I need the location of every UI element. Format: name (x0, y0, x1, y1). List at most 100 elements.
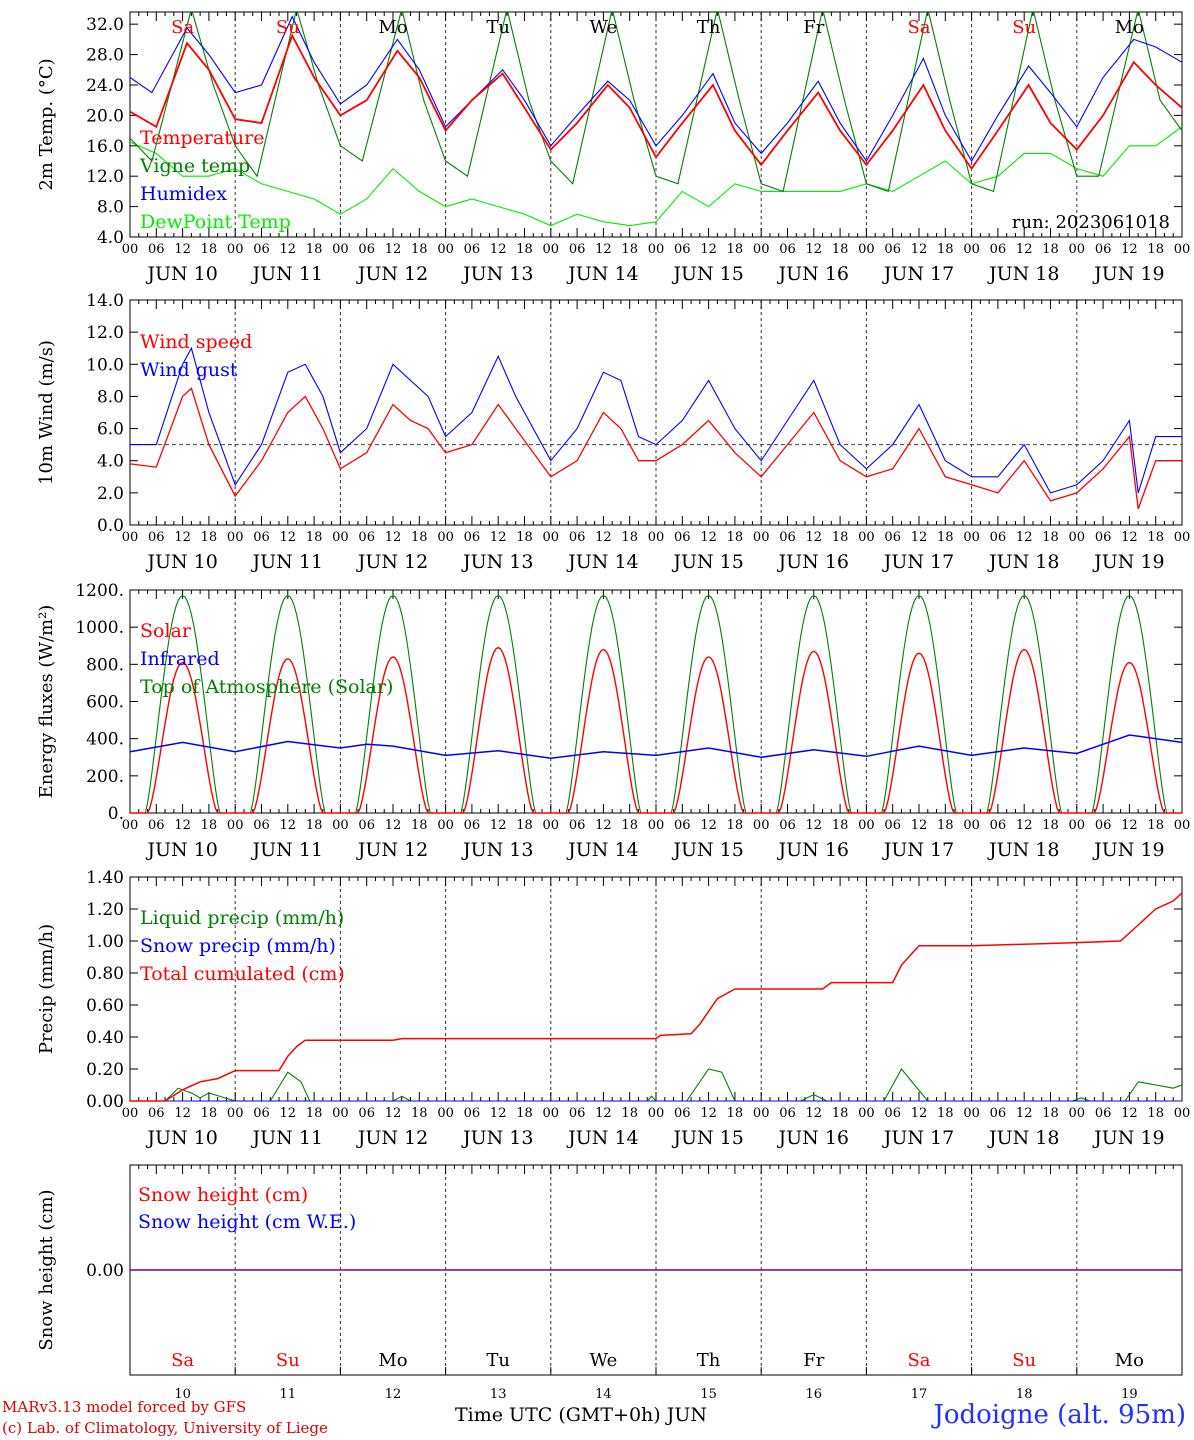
hour-tick-label: 18 (306, 530, 323, 545)
legend-entry: Solar (140, 620, 192, 642)
hour-tick-label: 18 (1042, 1106, 1059, 1121)
legend-entry: Vigne temp (139, 155, 250, 177)
series-total-cumulated (130, 892, 1183, 1102)
date-label: JUN 16 (777, 839, 849, 861)
hour-tick-label: 12 (700, 818, 717, 833)
date-label: JUN 15 (671, 1127, 743, 1149)
series-infrared (129, 734, 1183, 759)
date-label: JUN 18 (987, 551, 1059, 573)
hour-tick-label: 00 (753, 818, 770, 833)
y-tick-label: 200. (86, 767, 124, 787)
hour-tick-label: 00 (1069, 1106, 1086, 1121)
date-label: JUN 17 (882, 263, 954, 285)
date-label: JUN 13 (461, 263, 533, 285)
hour-tick-label: 06 (253, 818, 270, 833)
day-abbr-label: Su (1012, 17, 1036, 38)
panel-frame (129, 589, 1183, 814)
hour-tick-label: 12 (280, 1106, 297, 1121)
date-label: JUN 11 (251, 551, 323, 573)
legend-entry: Humidex (140, 183, 227, 205)
hour-tick-label: 12 (911, 1106, 928, 1121)
hour-tick-label: 00 (963, 530, 980, 545)
date-label: JUN 18 (987, 263, 1059, 285)
hour-tick-label: 18 (727, 242, 744, 257)
hour-tick-label: 12 (700, 242, 717, 257)
hour-tick-label: 00 (648, 242, 665, 257)
day-abbr-label: Fr (803, 1350, 824, 1371)
hour-tick-label: 12 (700, 1106, 717, 1121)
hour-tick-label: 00 (437, 1106, 454, 1121)
hour-tick-label: 18 (201, 242, 218, 257)
series-humidex (130, 15, 1182, 163)
y-tick-label: 8.0 (97, 198, 124, 218)
date-label: JUN 14 (566, 551, 638, 573)
hour-tick-label: 06 (990, 530, 1007, 545)
hour-tick-label: 18 (832, 530, 849, 545)
hour-tick-label: 00 (1069, 530, 1086, 545)
hour-tick-label: 18 (937, 242, 954, 257)
hour-tick-label: 06 (358, 530, 375, 545)
date-label: JUN 10 (145, 1127, 217, 1149)
date-label: JUN 12 (356, 1127, 428, 1149)
date-label: JUN 11 (251, 263, 323, 285)
day-number-label: 17 (911, 1387, 928, 1402)
hour-tick-label: 00 (1174, 818, 1191, 833)
legend-entry: Total cumulated (cm) (140, 963, 345, 985)
series-temperature (130, 33, 1182, 171)
hour-tick-label: 12 (1121, 1106, 1138, 1121)
hour-tick-label: 12 (700, 530, 717, 545)
day-abbr-label: We (590, 1350, 618, 1371)
hour-tick-label: 12 (174, 242, 191, 257)
y-tick-label: 4.0 (97, 452, 124, 472)
hour-tick-label: 00 (963, 242, 980, 257)
hour-tick-label: 18 (832, 1106, 849, 1121)
hour-tick-label: 00 (648, 530, 665, 545)
hour-tick-label: 18 (937, 530, 954, 545)
day-number-label: 11 (280, 1387, 297, 1402)
hour-tick-label: 12 (174, 1106, 191, 1121)
hour-tick-label: 18 (937, 1106, 954, 1121)
date-label: JUN 11 (251, 839, 323, 861)
hour-tick-label: 06 (990, 1106, 1007, 1121)
y-tick-label: 12.0 (86, 167, 124, 187)
y-tick-label: 0.60 (86, 996, 124, 1016)
hour-tick-label: 18 (516, 242, 533, 257)
hour-tick-label: 18 (1042, 818, 1059, 833)
hour-tick-label: 12 (595, 818, 612, 833)
hour-tick-label: 18 (937, 818, 954, 833)
hour-tick-label: 18 (1147, 1106, 1164, 1121)
hour-tick-label: 00 (963, 818, 980, 833)
hour-tick-label: 18 (1147, 818, 1164, 833)
y-tick-label: 1.00 (86, 932, 124, 952)
date-label: JUN 10 (145, 839, 217, 861)
hour-tick-label: 12 (806, 530, 823, 545)
day-abbr-label: Su (276, 1350, 300, 1371)
day-abbr-label: Su (276, 17, 300, 38)
hour-tick-label: 00 (437, 242, 454, 257)
hour-tick-label: 12 (385, 242, 402, 257)
hour-tick-label: 12 (280, 818, 297, 833)
hour-tick-label: 00 (1174, 1106, 1191, 1121)
hour-tick-label: 12 (1016, 1106, 1033, 1121)
y-tick-label: 1.20 (86, 900, 124, 920)
hour-tick-label: 06 (674, 242, 691, 257)
hour-tick-label: 12 (1121, 530, 1138, 545)
hour-tick-label: 00 (648, 818, 665, 833)
hour-tick-label: 18 (516, 530, 533, 545)
hour-tick-label: 12 (280, 530, 297, 545)
hour-tick-label: 12 (595, 530, 612, 545)
hour-tick-label: 18 (306, 242, 323, 257)
date-label: JUN 12 (356, 263, 428, 285)
y-tick-label: 0.00 (86, 1261, 124, 1281)
date-label: JUN 18 (987, 1127, 1059, 1149)
day-abbr-label: Sa (171, 17, 194, 38)
date-label: JUN 16 (777, 263, 849, 285)
series-vigne-temp (130, 12, 1182, 193)
hour-tick-label: 00 (332, 242, 349, 257)
y-axis-label: Energy fluxes (W/m²) (36, 605, 57, 799)
y-tick-label: 14.0 (86, 291, 124, 311)
hour-tick-label: 18 (727, 530, 744, 545)
hour-tick-label: 18 (306, 818, 323, 833)
credit-line-2: (c) Lab. of Climatology, University of L… (2, 1419, 328, 1437)
hour-tick-label: 18 (621, 242, 638, 257)
